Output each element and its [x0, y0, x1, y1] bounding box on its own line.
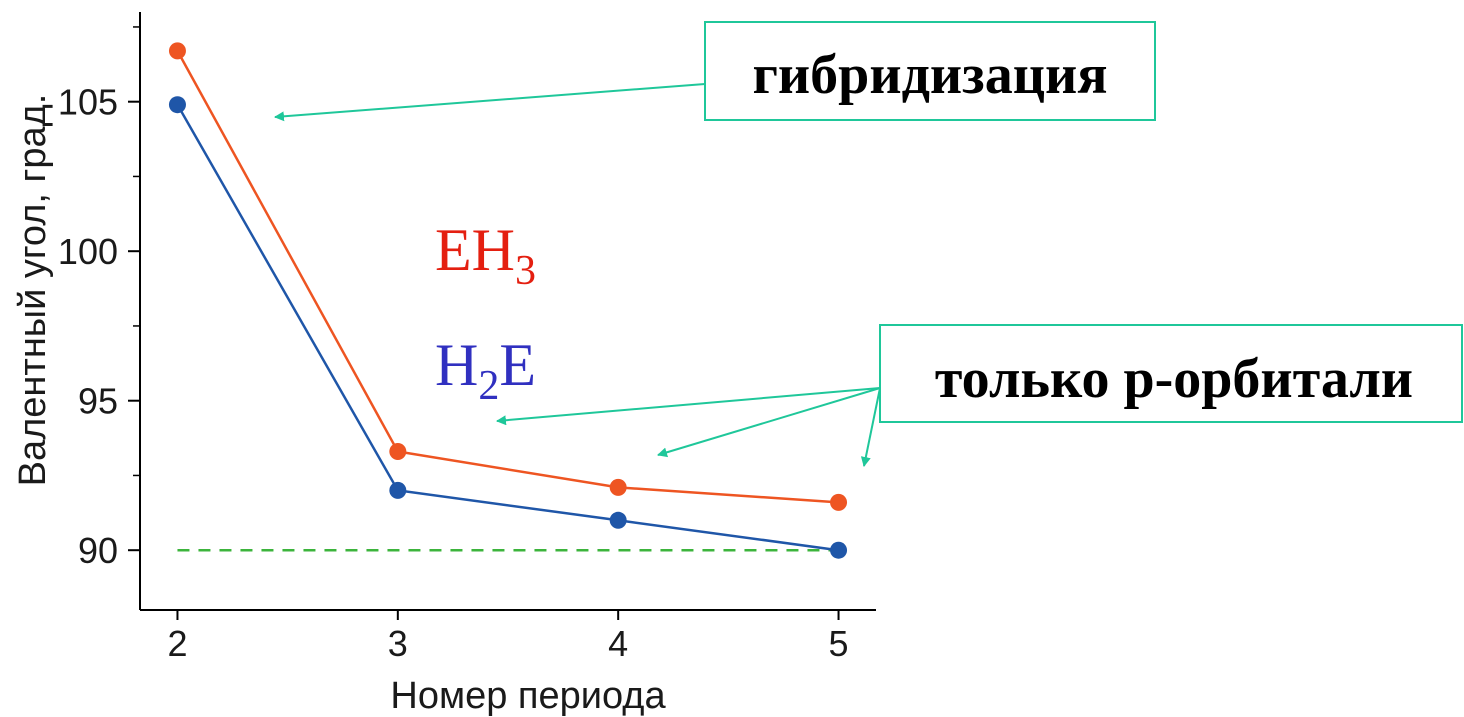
x-tick-label: 3: [388, 623, 408, 664]
data-point-h2e: [830, 541, 848, 559]
annotation-arrow-hybridization: [274, 83, 706, 122]
x-tick-label: 5: [829, 623, 849, 664]
legend-h2e-pre: H: [435, 332, 478, 398]
y-axis-title: Валентный угол, град.: [12, 94, 54, 487]
annotation-arrow-p-orbitals-3: [860, 387, 881, 467]
data-point-eh3: [609, 478, 627, 496]
annotation-arrow-p-orbitals-2: [657, 387, 881, 458]
annotation-text-hybridization: гибридизация: [752, 44, 1107, 106]
x-axis-title: Номер периода: [390, 675, 666, 717]
y-tick-label: 105: [58, 82, 118, 123]
annotation-box-p-orbitals: [879, 324, 1463, 423]
series-line-eh3: [176, 50, 839, 504]
legend-eh3: EH3: [435, 217, 536, 294]
y-tick-label: 95: [78, 381, 118, 422]
legend-h2e-sub: 2: [478, 363, 499, 409]
legend-eh3-main: EH: [435, 217, 515, 283]
legend-h2e: H2E: [435, 332, 536, 409]
annotation-arrow-p-orbitals-1: [496, 387, 881, 426]
data-point-eh3: [389, 443, 407, 461]
series-line-h2e: [176, 104, 839, 552]
y-tick-label: 90: [78, 530, 118, 571]
x-tick-label: 4: [608, 623, 628, 664]
y-tick-label: 100: [58, 231, 118, 272]
data-point-h2e: [168, 96, 186, 114]
data-point-eh3: [830, 493, 848, 511]
x-tick-label: 2: [167, 623, 187, 664]
data-point-h2e: [609, 511, 627, 529]
annotation-box-hybridization: [704, 21, 1156, 121]
legend-eh3-sub: 3: [515, 248, 536, 294]
ticks-layer: 2 3 4 5 90 95 100 105: [58, 26, 849, 664]
annotation-text-p-orbitals: только p-орбитали: [935, 348, 1413, 410]
series-layer: [168, 42, 848, 559]
data-point-eh3: [168, 42, 186, 60]
legend-h2e-post: E: [499, 332, 536, 398]
data-point-h2e: [389, 481, 407, 499]
